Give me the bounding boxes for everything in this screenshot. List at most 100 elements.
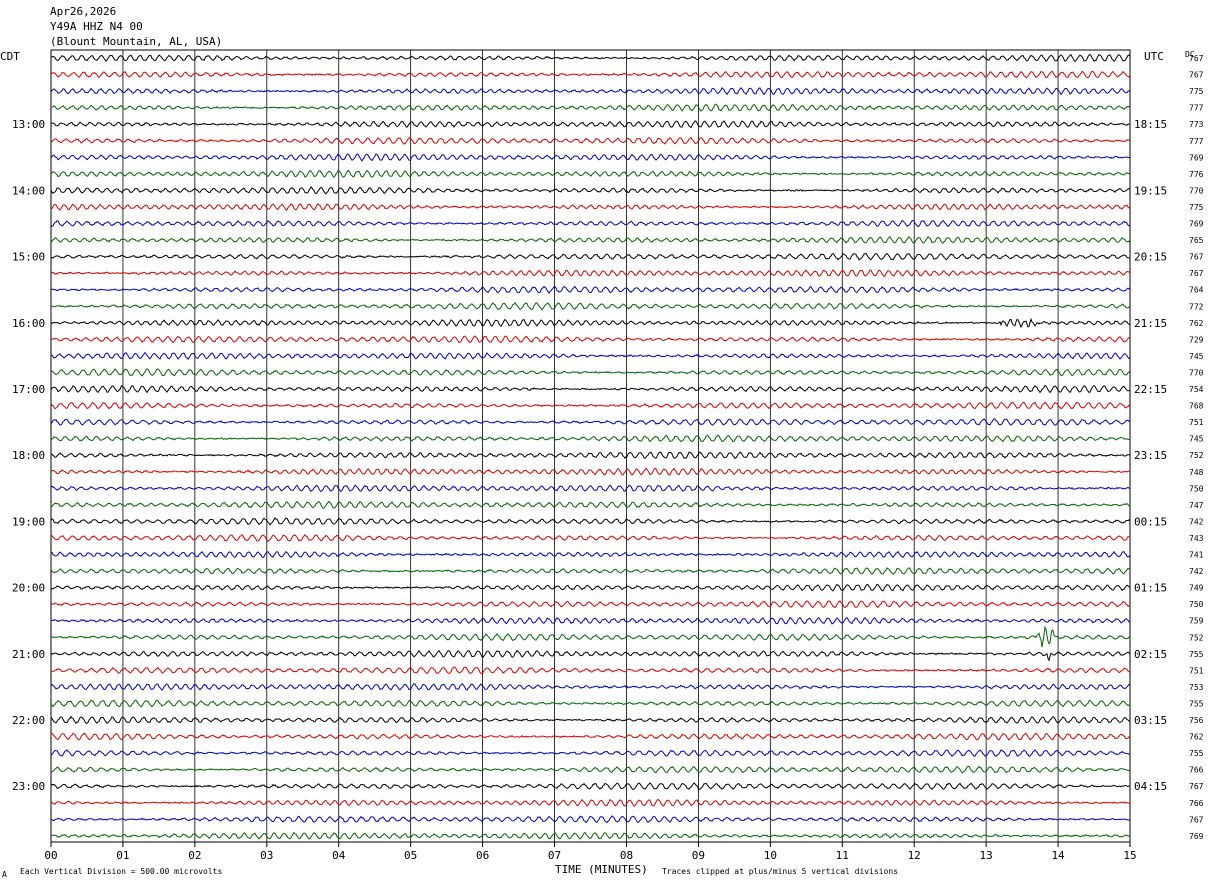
seismic-trace-row	[50, 517, 1131, 526]
dc-offset-label: 769	[1189, 220, 1204, 229]
left-hour-label: 18:00	[12, 449, 45, 462]
seismic-trace-row	[50, 815, 1131, 824]
date-label: Apr26,2026	[50, 5, 116, 18]
x-tick-label: 13	[980, 849, 993, 862]
dc-offset-label: 742	[1189, 567, 1204, 576]
seismic-trace-row	[51, 533, 1131, 543]
dc-offset-label: 768	[1189, 402, 1204, 411]
seismic-trace-row	[50, 831, 1131, 840]
seismic-trace-row	[50, 351, 1131, 361]
seismic-trace-row	[50, 798, 1131, 807]
seismic-trace-row	[50, 269, 1131, 278]
seismic-trace-row	[50, 120, 1131, 129]
seismic-trace-row	[50, 368, 1131, 377]
dc-offset-label: 745	[1189, 352, 1204, 361]
dc-offset-label: 749	[1189, 584, 1204, 593]
dc-offset-label: 751	[1189, 666, 1204, 675]
seismic-trace-row	[50, 467, 1131, 476]
dc-offset-label: 742	[1189, 517, 1204, 526]
dc-offset-label: 755	[1189, 650, 1204, 659]
left-hour-label: 19:00	[12, 515, 45, 528]
dc-offset-label: 772	[1189, 302, 1204, 311]
dc-offset-label: 770	[1189, 368, 1204, 377]
seismic-trace-row	[50, 616, 1131, 625]
x-tick-label: 10	[764, 849, 777, 862]
dc-offset-label: 777	[1189, 137, 1204, 146]
seismic-trace-row	[50, 153, 1131, 162]
x-tick-label: 05	[404, 849, 417, 862]
x-tick-label: 09	[692, 849, 705, 862]
seismic-trace-row	[50, 451, 1131, 460]
seismic-traces	[50, 53, 1131, 840]
seismic-trace-row	[50, 550, 1131, 559]
right-hour-label: 21:15	[1134, 317, 1167, 330]
dc-offset-label: 765	[1189, 236, 1204, 245]
dc-offset-label: 745	[1189, 435, 1204, 444]
right-hour-label: 19:15	[1134, 184, 1167, 197]
scale-note: Each Vertical Division = 500.00 microvol…	[20, 867, 222, 876]
x-tick-label: 14	[1051, 849, 1065, 862]
right-hour-label: 18:15	[1134, 118, 1167, 131]
left-hour-label: 14:00	[12, 184, 45, 197]
x-tick-label: 01	[116, 849, 129, 862]
dc-offset-label: 743	[1189, 534, 1204, 543]
seismic-trace-row	[51, 301, 1131, 311]
dc-offset-label: 767	[1189, 71, 1204, 80]
dc-offset-label: 767	[1189, 253, 1204, 262]
seismic-trace-row	[50, 765, 1131, 774]
x-tick-label: 08	[620, 849, 633, 862]
dc-offset-label: 752	[1189, 633, 1204, 642]
right-hour-label: 22:15	[1134, 383, 1167, 396]
seismic-trace-row	[50, 53, 1131, 63]
seismic-trace-row	[50, 418, 1131, 426]
seismic-trace-row	[50, 600, 1130, 609]
dc-offset-label: 776	[1189, 170, 1204, 179]
right-hour-label: 01:15	[1134, 582, 1167, 595]
dc-offset-label: 748	[1189, 468, 1204, 477]
dc-offset-label: 750	[1189, 600, 1204, 609]
seismic-trace-row	[50, 252, 1131, 261]
left-hour-label: 23:00	[12, 780, 45, 793]
plot-frame	[50, 49, 1131, 843]
left-hour-label: 21:00	[12, 648, 45, 661]
dc-offset-label: 750	[1189, 484, 1204, 493]
dc-offset-label: 764	[1189, 286, 1204, 295]
seismic-trace-row	[50, 749, 1131, 758]
dc-offset-label: 759	[1189, 617, 1204, 626]
dc-offset-label: 770	[1189, 186, 1204, 195]
left-hour-label: 20:00	[12, 582, 45, 595]
left-hour-label: 22:00	[12, 714, 45, 727]
right-hour-label: 04:15	[1134, 780, 1167, 793]
dc-offset-label: 753	[1189, 683, 1204, 692]
x-tick-label: 06	[476, 849, 489, 862]
seismic-trace-row	[50, 335, 1131, 344]
seismic-trace-row	[50, 203, 1131, 211]
dc-offset-label: 777	[1189, 104, 1204, 113]
dc-offset-label: 767	[1189, 815, 1204, 824]
seismic-trace-row	[50, 401, 1131, 410]
seismic-trace-row	[50, 500, 1131, 509]
dc-offset-label: 766	[1189, 799, 1204, 808]
dc-offset-label: 769	[1189, 832, 1204, 841]
seismic-trace-row	[50, 169, 1131, 178]
x-axis-title: TIME (MINUTES)	[555, 863, 648, 876]
seismic-trace-row	[50, 235, 1131, 245]
corner-mark: A	[2, 870, 7, 879]
left-hour-label: 15:00	[12, 251, 45, 264]
dc-offset-label: 767	[1189, 54, 1204, 63]
dc-offset-label: 767	[1189, 782, 1204, 791]
seismic-trace-row	[51, 625, 1131, 648]
seismic-trace-row	[50, 317, 1131, 329]
seismic-trace-row	[50, 683, 1131, 691]
x-tick-label: 12	[908, 849, 921, 862]
seismic-trace-row	[50, 649, 1131, 662]
seismic-trace-row	[50, 285, 1131, 294]
left-hour-label: 13:00	[12, 118, 45, 131]
dc-offset-label: 755	[1189, 699, 1204, 708]
clip-note: Traces clipped at plus/minus 5 vertical …	[662, 867, 898, 876]
right-hour-label: 20:15	[1134, 251, 1167, 264]
axis-labels: 00 01 02 03 04 05 06 07 08 09 10 11 12 13 14 15 767 767 77…	[12, 54, 1204, 862]
dc-offset-label: 762	[1189, 319, 1204, 328]
left-timezone-label: CDT	[0, 50, 20, 63]
right-timezone-label: UTC	[1144, 50, 1164, 63]
